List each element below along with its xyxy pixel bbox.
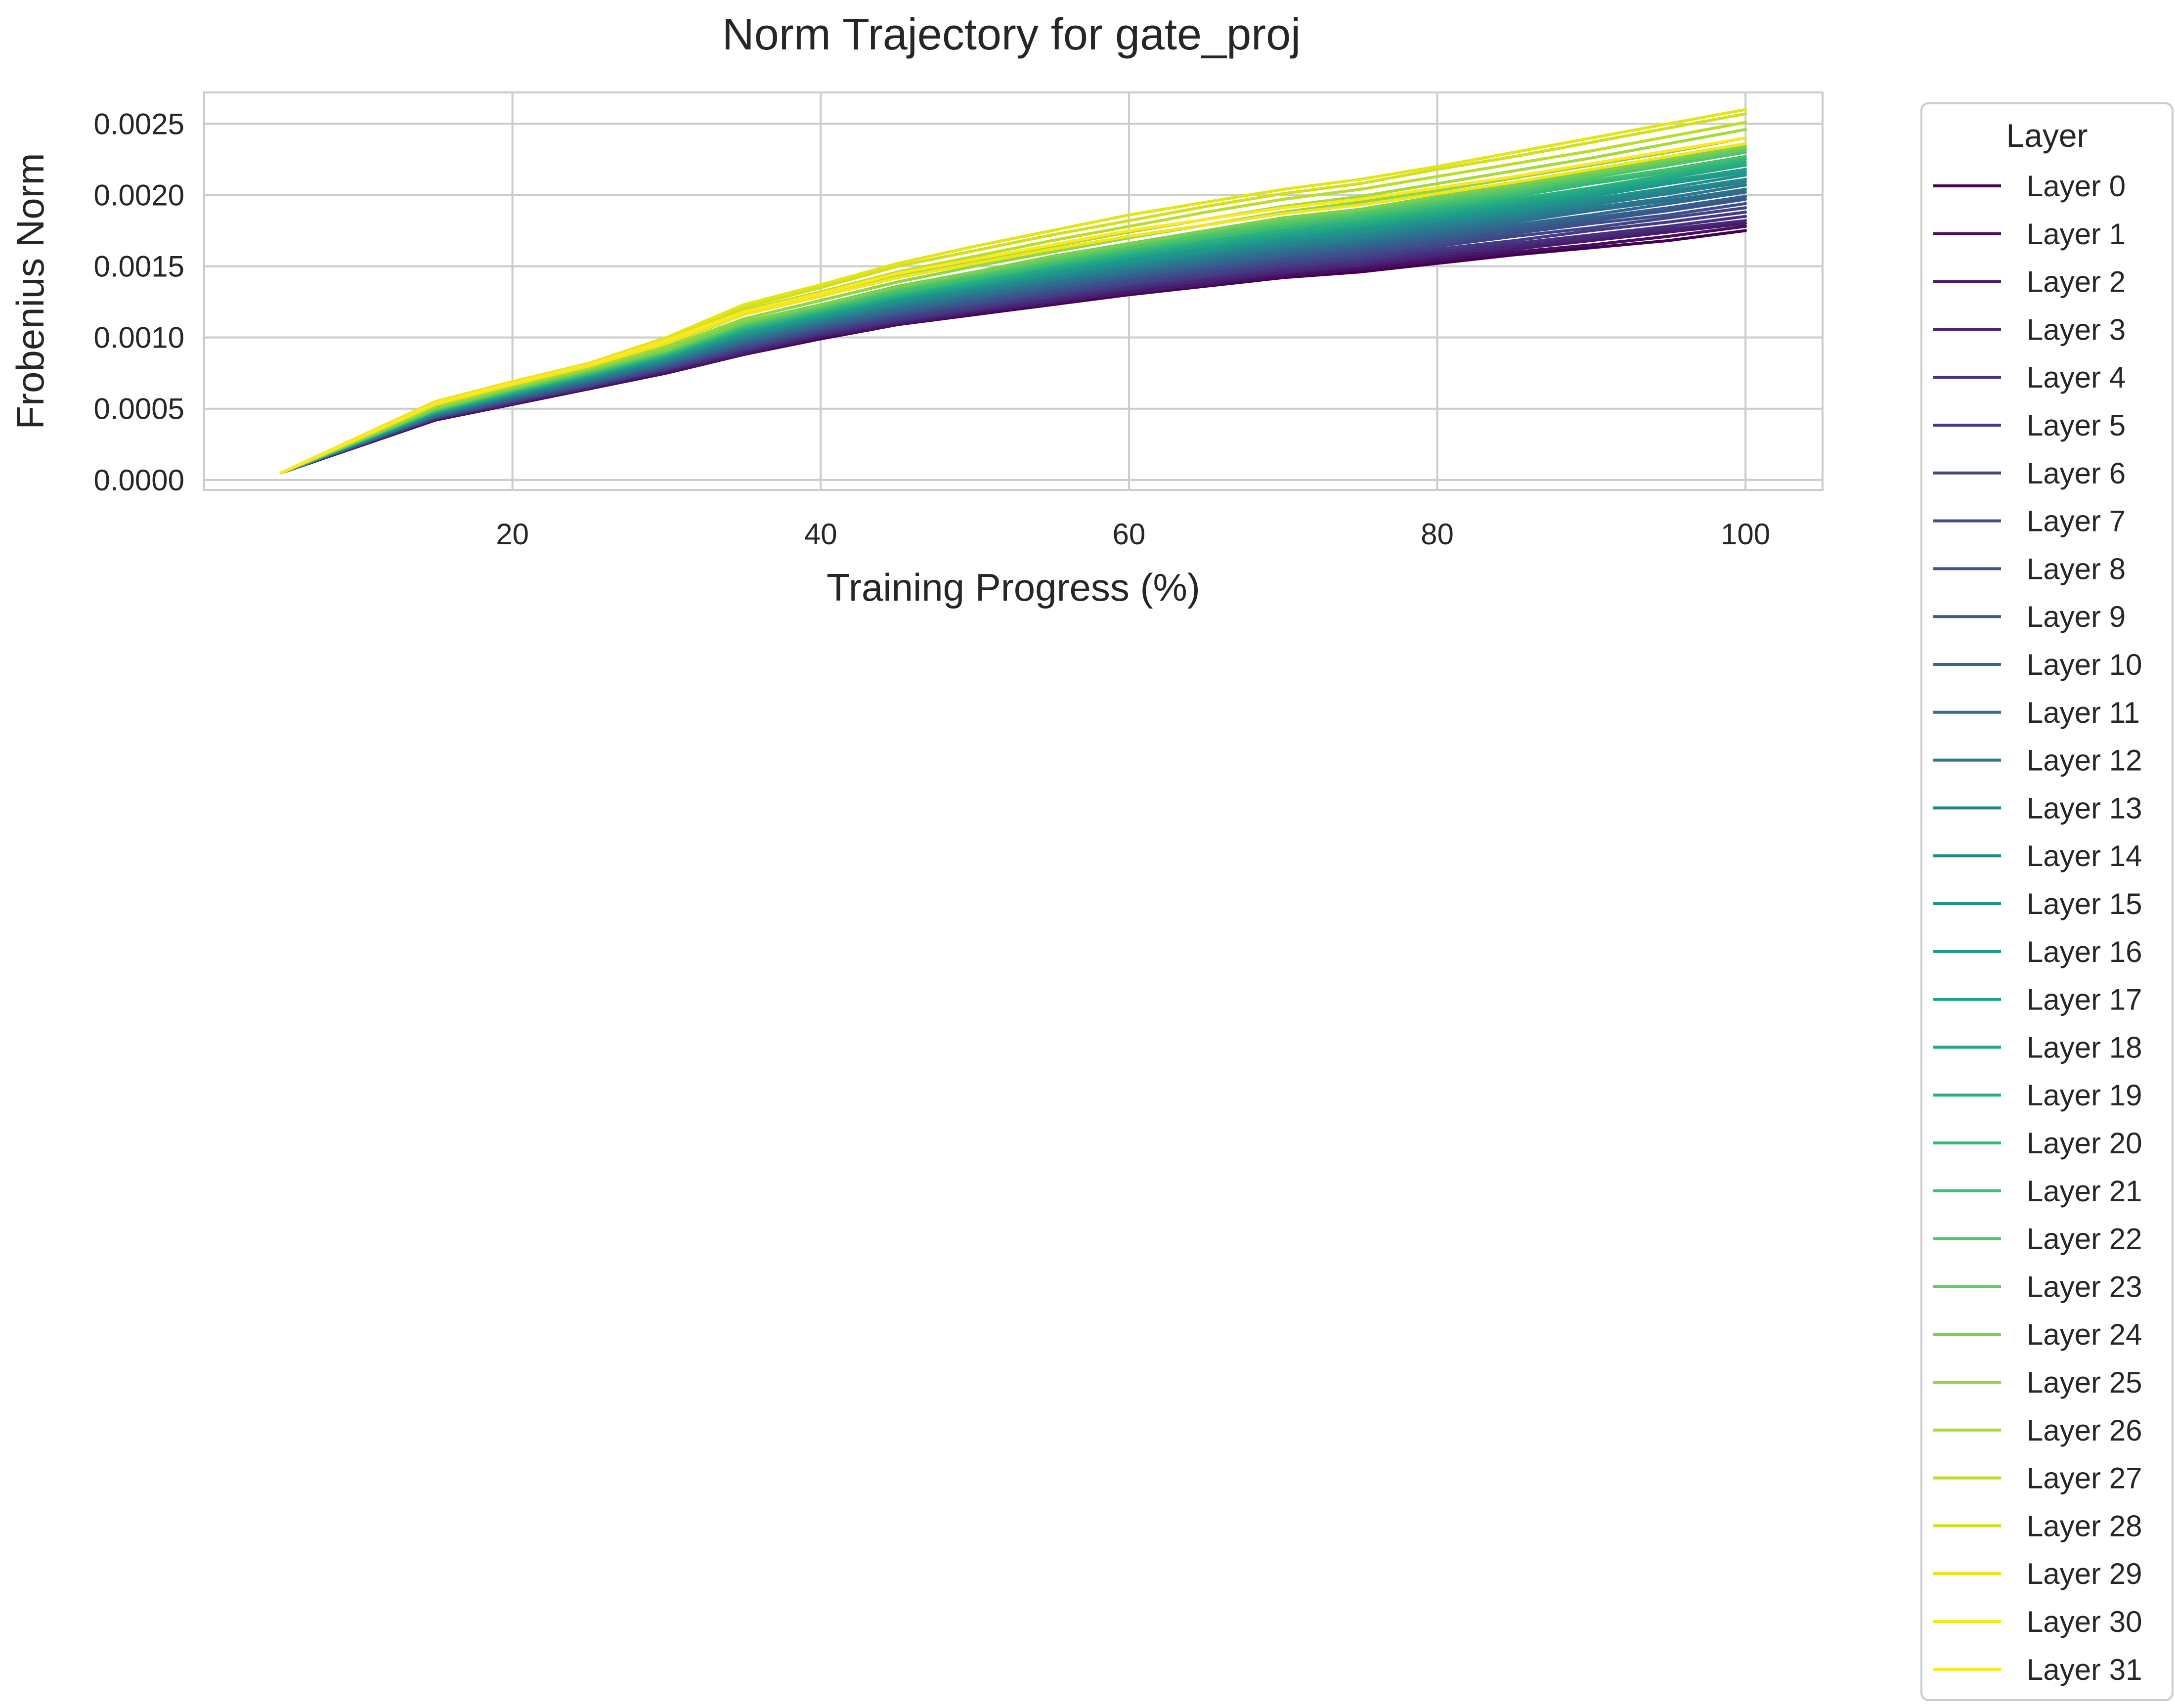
legend-label: Layer 12 [2027, 744, 2142, 777]
legend-label: Layer 24 [2027, 1318, 2142, 1351]
legend-label: Layer 11 [2027, 696, 2140, 729]
legend-label: Layer 6 [2027, 457, 2126, 490]
legend-label: Layer 7 [2027, 505, 2126, 538]
legend-label: Layer 16 [2027, 935, 2142, 968]
legend-label: Layer 13 [2027, 791, 2142, 825]
y-tick-label: 0.0015 [93, 250, 184, 283]
legend-label: Layer 18 [2027, 1031, 2142, 1064]
y-axis-label: Frobenius Norm [8, 153, 52, 429]
legend-label: Layer 9 [2027, 600, 2126, 633]
x-tick-label: 100 [1721, 518, 1770, 551]
legend-label: Layer 8 [2027, 552, 2126, 585]
legend-label: Layer 31 [2027, 1653, 2142, 1686]
y-tick-label: 0.0000 [93, 464, 184, 497]
x-axis-label: Training Progress (%) [826, 566, 1200, 609]
legend-label: Layer 14 [2027, 839, 2142, 873]
legend-label: Layer 26 [2027, 1414, 2142, 1447]
x-tick-label: 60 [1112, 518, 1145, 551]
legend-label: Layer 19 [2027, 1079, 2142, 1112]
legend-label: Layer 3 [2027, 313, 2126, 346]
legend-label: Layer 29 [2027, 1557, 2142, 1590]
legend-label: Layer 27 [2027, 1462, 2142, 1495]
y-tick-label: 0.0025 [93, 107, 184, 140]
legend-label: Layer 25 [2027, 1366, 2142, 1399]
x-tick-label: 20 [496, 518, 529, 551]
legend-label: Layer 0 [2027, 170, 2126, 203]
y-tick-label: 0.0005 [93, 393, 184, 426]
legend-label: Layer 17 [2027, 983, 2142, 1016]
x-axis-ticks: 20 40 60 80 100 [496, 518, 1770, 551]
y-tick-label: 0.0010 [93, 321, 184, 354]
legend-label: Layer 15 [2027, 887, 2142, 920]
chart-title: Norm Trajectory for gate_proj [722, 10, 1301, 59]
legend-label: Layer 5 [2027, 409, 2126, 442]
legend-label: Layer 22 [2027, 1223, 2142, 1256]
y-axis-ticks: 0.0000 0.0005 0.0010 0.0015 0.0020 0.0025 [93, 107, 184, 496]
legend-title: Layer [2006, 117, 2088, 154]
legend-label: Layer 23 [2027, 1270, 2142, 1303]
series-lines [279, 108, 1747, 475]
x-tick-label: 80 [1421, 518, 1454, 551]
legend-label: Layer 20 [2027, 1127, 2142, 1160]
legend-label: Layer 30 [2027, 1605, 2142, 1638]
legend-frame [1920, 102, 2174, 1701]
series-line-layer-2 [279, 222, 1747, 475]
legend-items: Layer 0 Layer 1 Layer 2 Layer 3 Layer 4 Layer… [1933, 170, 2142, 1686]
legend-label: Layer 10 [2027, 648, 2142, 681]
y-tick-label: 0.0020 [93, 178, 184, 212]
legend-label: Layer 2 [2027, 265, 2126, 299]
legend-label: Layer 1 [2027, 218, 2126, 251]
legend-label: Layer 28 [2027, 1509, 2142, 1542]
x-tick-label: 40 [804, 518, 837, 551]
legend-label: Layer 4 [2027, 361, 2126, 394]
plot-area-frame [203, 91, 1824, 491]
series-line-layer-31 [279, 136, 1747, 475]
legend-label: Layer 21 [2027, 1175, 2142, 1208]
